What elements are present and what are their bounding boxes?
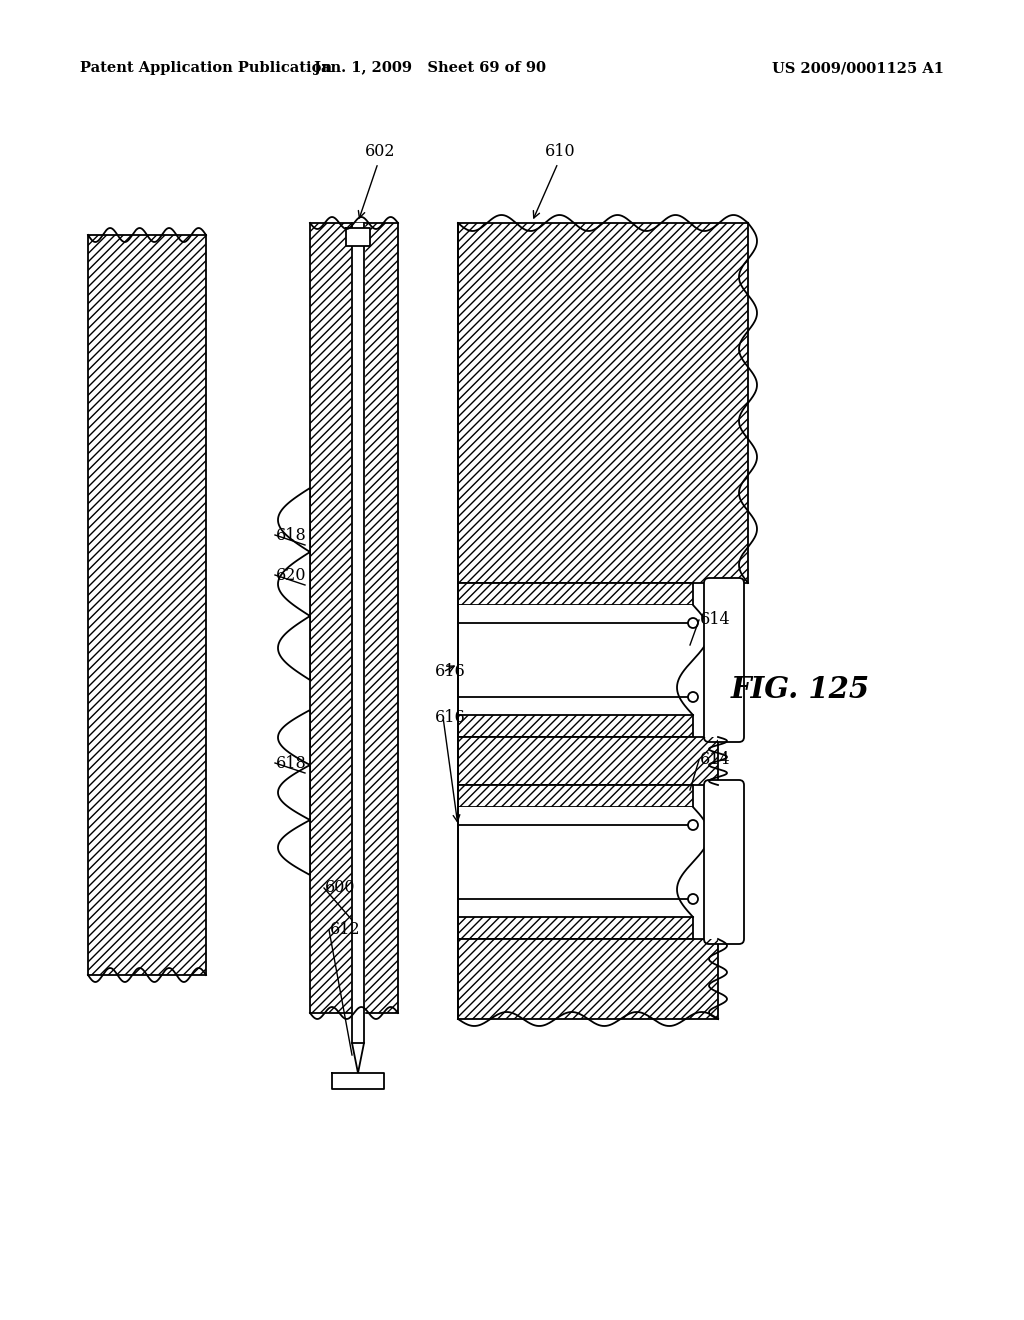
Bar — [458, 583, 693, 605]
Bar — [458, 917, 693, 939]
Text: 618: 618 — [276, 527, 307, 544]
Text: Jan. 1, 2009   Sheet 69 of 90: Jan. 1, 2009 Sheet 69 of 90 — [314, 61, 546, 75]
Text: 620: 620 — [276, 566, 306, 583]
Bar — [458, 715, 693, 737]
Polygon shape — [458, 807, 693, 917]
Bar — [458, 917, 693, 939]
Text: Patent Application Publication: Patent Application Publication — [80, 61, 332, 75]
Bar — [458, 737, 718, 785]
Polygon shape — [352, 1043, 364, 1073]
Text: FIG. 125: FIG. 125 — [730, 676, 869, 705]
Polygon shape — [352, 223, 364, 1043]
Bar — [458, 223, 748, 583]
Circle shape — [688, 618, 698, 628]
Bar — [458, 223, 748, 583]
Text: 614: 614 — [700, 751, 731, 768]
FancyBboxPatch shape — [705, 578, 744, 742]
Bar — [458, 939, 718, 1019]
Polygon shape — [346, 228, 370, 246]
Circle shape — [688, 894, 698, 904]
Bar — [88, 235, 206, 975]
Bar — [458, 737, 718, 785]
Bar — [310, 223, 398, 1012]
Text: 610: 610 — [545, 144, 575, 161]
Text: US 2009/0001125 A1: US 2009/0001125 A1 — [772, 61, 944, 75]
Text: 616: 616 — [435, 664, 466, 681]
FancyBboxPatch shape — [705, 780, 744, 944]
Text: 616: 616 — [435, 709, 466, 726]
Text: 600: 600 — [325, 879, 355, 896]
Bar — [458, 583, 693, 605]
Text: 602: 602 — [365, 144, 395, 161]
Circle shape — [688, 692, 698, 702]
Bar — [458, 939, 718, 1019]
Bar — [458, 785, 693, 807]
Polygon shape — [278, 488, 310, 680]
Bar — [458, 715, 693, 737]
Bar — [458, 785, 693, 807]
Bar — [310, 223, 398, 1012]
Polygon shape — [458, 605, 693, 715]
Polygon shape — [332, 1073, 384, 1089]
Circle shape — [688, 820, 698, 830]
Text: 614: 614 — [700, 611, 731, 628]
Text: 612: 612 — [330, 921, 360, 939]
Text: 618: 618 — [276, 755, 307, 771]
Bar — [88, 235, 206, 975]
Polygon shape — [278, 710, 310, 875]
